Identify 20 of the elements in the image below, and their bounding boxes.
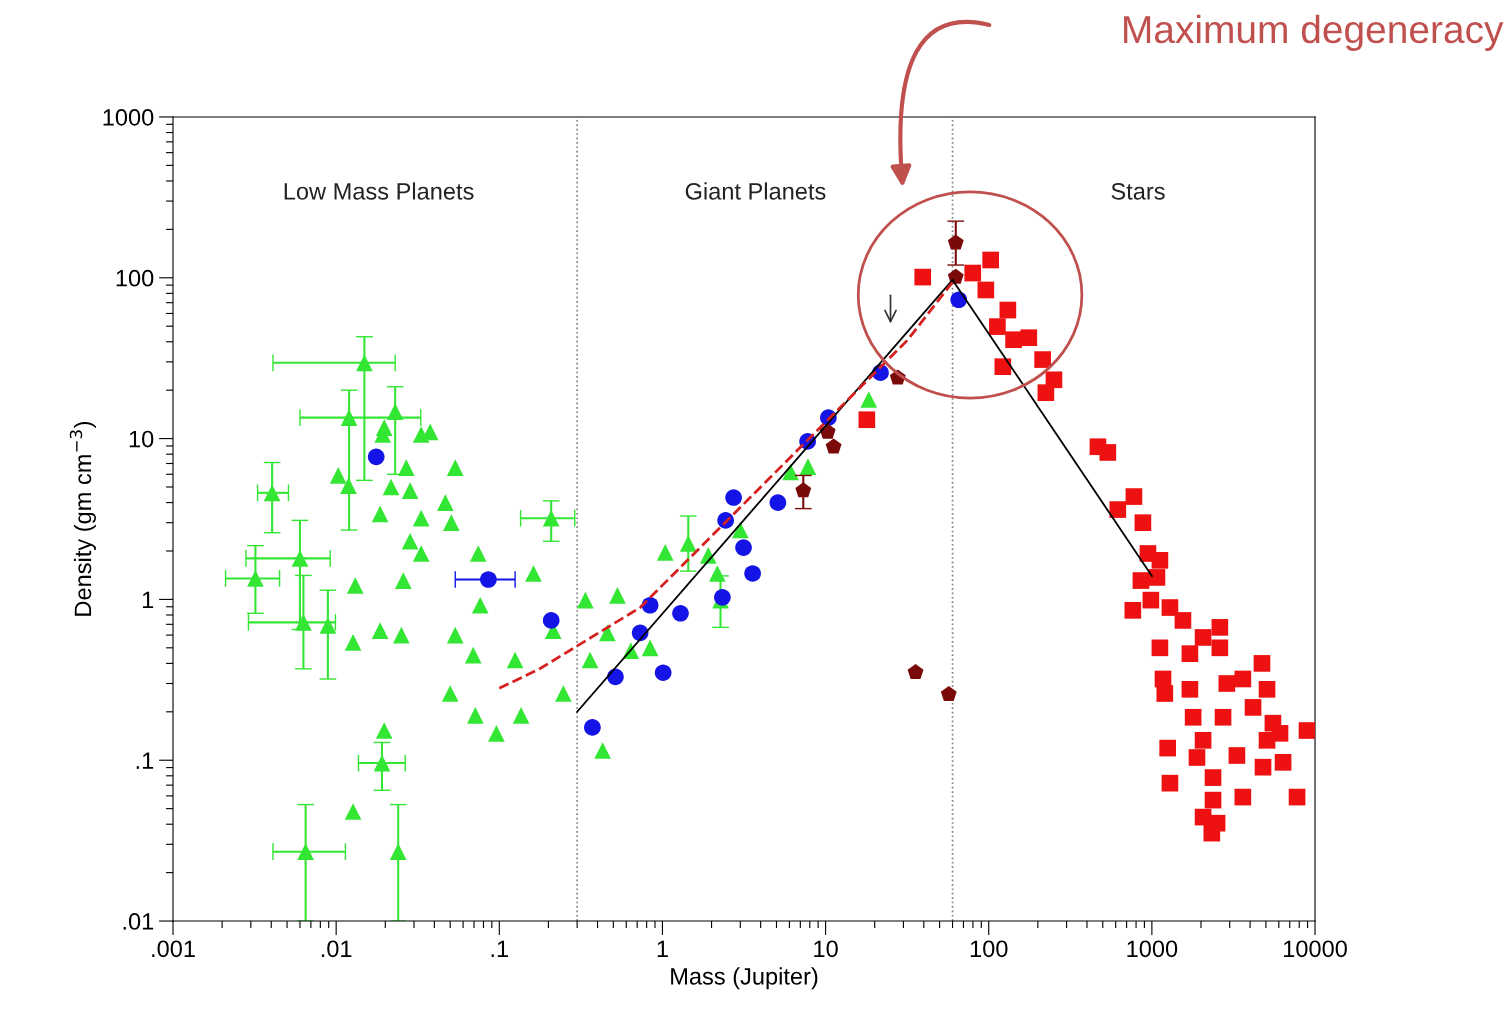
text: Maximum degeneracy [1124,14,1504,51]
annotation: Giant Planets [685,182,826,200]
y-axis-title: Density (gm cm$^{−3}$) [69,421,96,616]
x-tick-label: .001 [152,940,195,958]
x-tick-label: 10 [814,940,838,958]
x-tick-label: 100 [970,940,1008,958]
y-tick-label: 1000 [103,109,154,126]
annotation: Low Mass Planets [284,182,474,200]
y-tick-label: 10 [129,430,154,448]
y-tick-label: .01 [123,913,154,930]
x-tick-label: .01 [321,940,352,958]
y-tick-label: 1 [142,591,154,608]
x-tick-label: .1 [491,940,508,957]
y-tick-label: 100 [116,269,154,287]
annotation: Stars [1111,182,1165,200]
x-tick-label: 1 [657,940,668,957]
x-axis-title: Mass (Jupiter) [671,967,818,990]
x-tick-label: 10000 [1284,940,1347,958]
x-tick-label: 1000 [1127,940,1178,958]
y-tick-label: .1 [136,752,154,769]
